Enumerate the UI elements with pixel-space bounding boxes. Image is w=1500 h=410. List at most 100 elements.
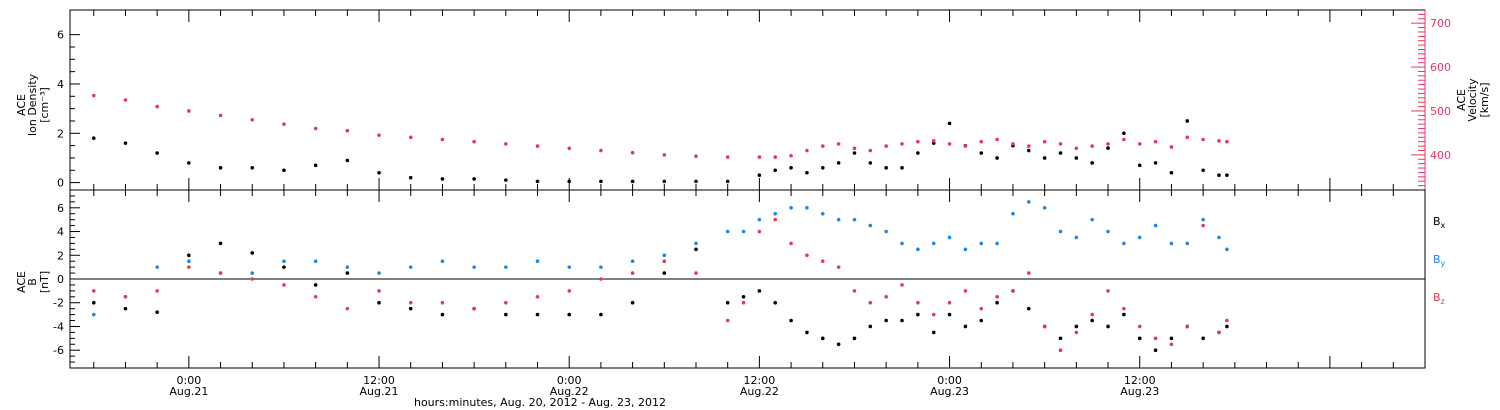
data-point (995, 241, 999, 246)
data-point (979, 139, 984, 144)
data-point (1185, 119, 1190, 123)
x-tick-time: 12:00 (363, 374, 395, 387)
x-tick-time: 0:00 (177, 374, 202, 387)
data-point (440, 300, 445, 305)
data-point (1027, 148, 1031, 153)
data-point (694, 247, 698, 252)
top-panel: 0 2 4 6 400 500 600 700 ACE Ion Density [cm⁻³]… (15, 9, 1491, 191)
data-point (1201, 217, 1205, 222)
data-point (694, 271, 698, 275)
data-point (345, 158, 350, 163)
data-point (900, 142, 904, 146)
velocity-ylabel-line1: ACE (1455, 89, 1468, 111)
data-point (155, 151, 159, 155)
data-point (836, 265, 841, 269)
data-point (1090, 217, 1094, 222)
data-point (1225, 324, 1229, 329)
data-point (868, 148, 873, 153)
data-point (1137, 142, 1142, 146)
data-point (725, 318, 730, 323)
data-point (535, 312, 540, 317)
data-point (1137, 235, 1142, 240)
data-point (1027, 306, 1031, 311)
bottom-series-group (91, 200, 1229, 353)
data-point (1217, 139, 1221, 143)
data-point (789, 166, 793, 170)
data-point (250, 251, 255, 255)
b-ylabel-line1: ACE (15, 271, 28, 293)
data-point (1201, 137, 1205, 142)
data-point (1225, 139, 1229, 144)
data-point (1137, 336, 1142, 341)
velocity-tick-label: 400 (1430, 149, 1451, 162)
data-point (852, 146, 857, 151)
data-point (567, 146, 572, 151)
data-point (725, 229, 730, 234)
density-ylabel-line1: ACE (15, 94, 28, 116)
data-point (1225, 247, 1229, 252)
data-point (504, 178, 508, 182)
data-point (757, 229, 762, 234)
data-point (979, 241, 984, 246)
data-point (91, 93, 96, 98)
data-point (535, 144, 540, 148)
data-point (1185, 241, 1190, 246)
b-ylabel-line2: B (26, 278, 39, 286)
data-point (757, 173, 762, 178)
data-point (1169, 336, 1174, 341)
data-point (947, 312, 952, 317)
data-point (773, 155, 778, 159)
data-point (820, 166, 825, 170)
data-point (1169, 170, 1174, 175)
data-point (900, 318, 904, 323)
data-point (789, 318, 793, 323)
data-point (916, 312, 920, 317)
data-point (1122, 131, 1126, 136)
data-point (852, 217, 857, 222)
data-point (900, 241, 904, 246)
velocity-tick-label: 700 (1430, 17, 1451, 30)
data-point (1122, 241, 1126, 246)
data-point (963, 247, 968, 252)
data-point (1217, 173, 1221, 178)
data-point (250, 277, 255, 281)
data-point (91, 289, 96, 293)
data-point (187, 265, 191, 269)
data-point (630, 150, 635, 155)
data-point (1042, 139, 1047, 144)
data-point (836, 142, 841, 146)
data-point (155, 104, 159, 109)
data-point (789, 206, 793, 210)
data-point (1201, 168, 1205, 173)
data-point (820, 211, 825, 216)
data-point (1122, 312, 1126, 317)
data-point (91, 136, 96, 141)
data-point (313, 163, 318, 168)
x-axis-title: hours:minutes, Aug. 20, 2012 - Aug. 23, … (414, 396, 666, 409)
data-point (820, 336, 825, 341)
density-tick-label: 0 (57, 177, 64, 190)
data-point (155, 310, 159, 315)
data-point (931, 312, 936, 317)
data-point (963, 144, 968, 148)
data-point (1201, 223, 1205, 228)
data-point (1122, 137, 1126, 142)
data-point (282, 259, 286, 264)
data-point (1074, 330, 1079, 335)
data-point (805, 206, 809, 210)
data-point (1217, 235, 1221, 240)
data-point (1042, 206, 1047, 210)
x-tick-date: Aug.22 (550, 385, 589, 398)
data-point (187, 109, 191, 113)
velocity-ylabel-line2: Velocity (1466, 78, 1479, 122)
data-point (694, 241, 698, 246)
data-point (1185, 135, 1190, 140)
data-point (218, 113, 223, 118)
series-Bz (91, 217, 1229, 353)
data-point (567, 312, 572, 317)
data-point (1058, 348, 1063, 353)
data-point (377, 271, 381, 275)
data-point (313, 126, 318, 131)
data-point (805, 170, 809, 175)
data-point (963, 324, 968, 329)
